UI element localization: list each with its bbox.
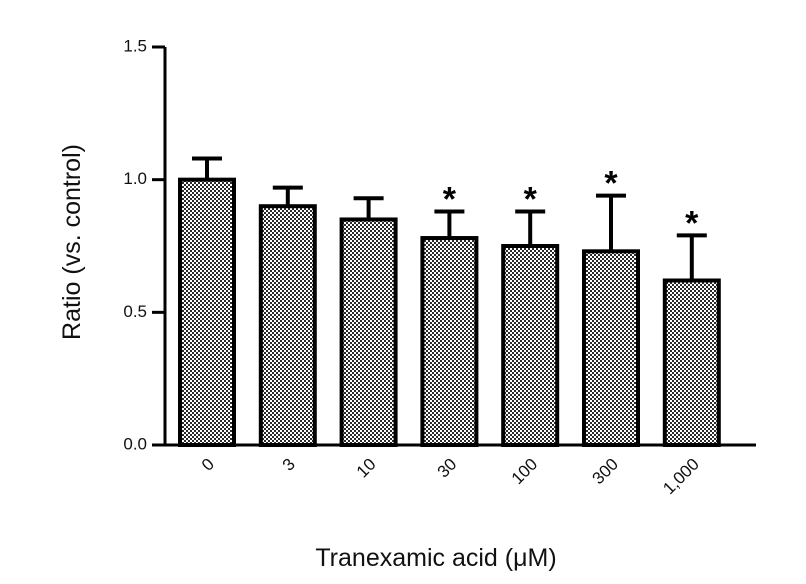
y-tick-label: 0.5 (123, 302, 147, 321)
y-tick-label: 0.0 (123, 434, 147, 453)
bar-3 (258, 204, 317, 447)
bar-10 (339, 217, 398, 447)
y-tick-label: 1.5 (123, 36, 147, 55)
bar-30 (420, 236, 479, 447)
significance-marker: * (443, 181, 457, 219)
x-axis-label: Tranexamic acid (μM) (315, 544, 556, 572)
x-tick-label: 30 (434, 455, 461, 482)
significance-layer: * * * * (443, 165, 699, 243)
y-tick-label: 1.0 (123, 169, 147, 188)
y-axis-label: Ratio (vs. control) (58, 144, 86, 340)
bar-0 (178, 177, 236, 448)
x-tick-label: 100 (508, 455, 541, 488)
significance-marker: * (685, 204, 699, 242)
bar-100 (501, 244, 560, 447)
error-bars-layer (192, 156, 707, 281)
y-ticks-layer: 0.0 0.5 1.0 1.5 (123, 36, 165, 453)
x-tick-label: 0 (198, 455, 218, 475)
x-ticks-layer: 0 3 10 30 100 300 1,000 (198, 455, 703, 499)
x-tick-label: 300 (589, 455, 622, 488)
x-tick-label: 1,000 (659, 455, 703, 499)
significance-marker: * (524, 181, 538, 219)
bar-1000 (662, 278, 721, 448)
x-tick-label: 10 (353, 455, 380, 482)
significance-marker: * (604, 165, 618, 203)
x-tick-label: 3 (279, 455, 299, 475)
bar-300 (582, 249, 640, 447)
